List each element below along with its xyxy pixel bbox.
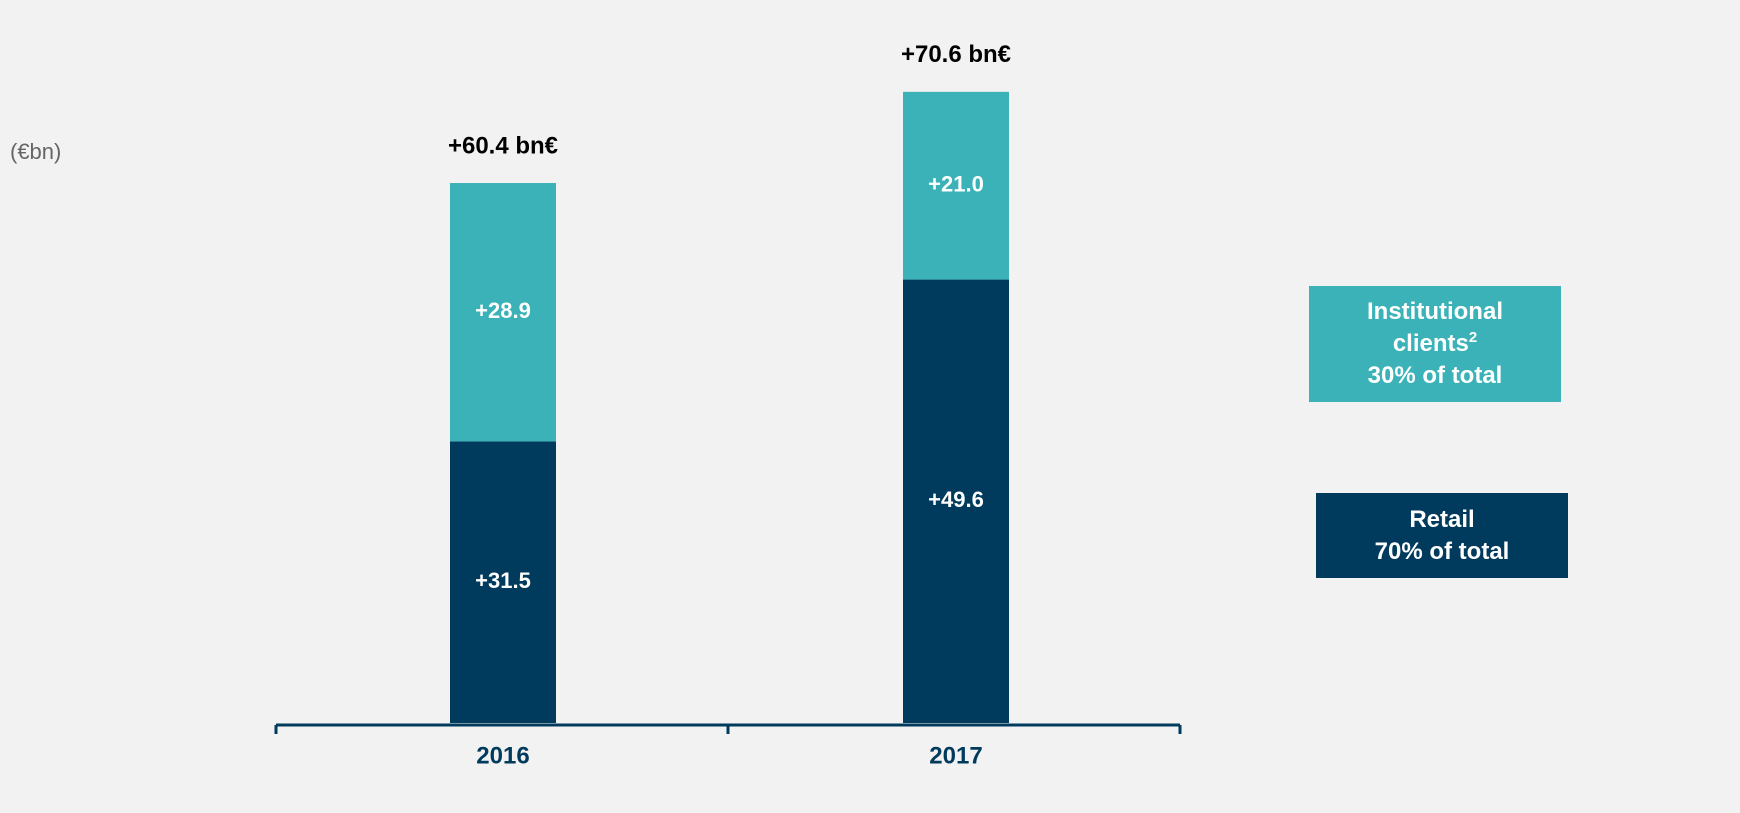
unit-label: (€bn) xyxy=(10,139,61,164)
data-label: +28.9 xyxy=(475,298,531,323)
legend-entry: Retail 70% of total xyxy=(1316,493,1568,578)
legend-label: Retail xyxy=(1409,505,1475,533)
x-tick-label: 2016 xyxy=(476,742,529,769)
legend-share: 70% of total xyxy=(1374,537,1510,565)
total-label: +70.6 bn€ xyxy=(901,41,1011,68)
data-label: +31.5 xyxy=(475,568,531,593)
bar-segment xyxy=(450,183,556,442)
bar-segment xyxy=(450,441,556,723)
total-label: +60.4 bn€ xyxy=(448,132,558,159)
data-label: +21.0 xyxy=(928,172,984,197)
bar-segment xyxy=(903,279,1009,723)
bar-segment xyxy=(903,91,1009,280)
footnote-marker: 2 xyxy=(1468,329,1478,346)
legend-share: 30% of total xyxy=(1367,362,1503,389)
legend-entry: Institutional clients2 30% of total xyxy=(1309,286,1561,402)
data-label: +49.6 xyxy=(928,487,984,512)
legend-label: Institutional clients xyxy=(1367,298,1503,357)
x-tick-label: 2017 xyxy=(929,742,982,769)
